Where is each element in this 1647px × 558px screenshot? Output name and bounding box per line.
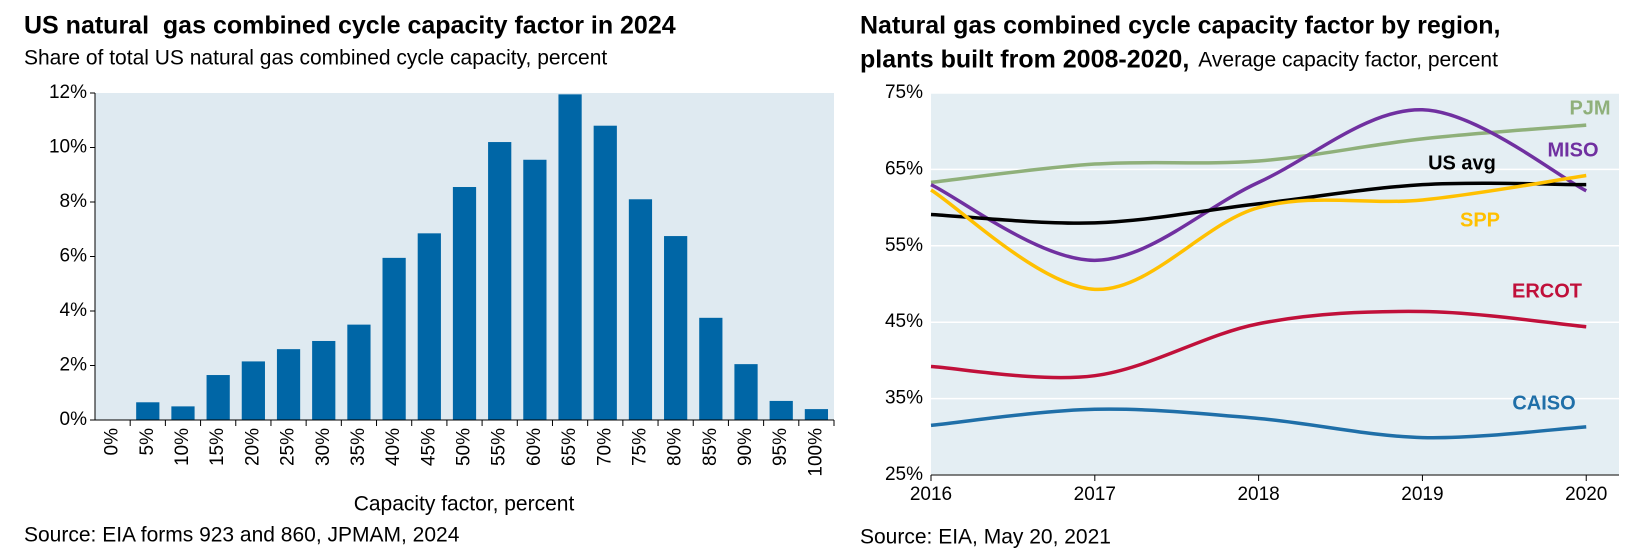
y-tick-label: 75% bbox=[885, 82, 923, 103]
bar bbox=[488, 142, 512, 421]
series-label: ERCOT bbox=[1512, 280, 1582, 302]
bar bbox=[558, 94, 582, 421]
x-tick-label: 55% bbox=[489, 428, 510, 466]
series-label: PJM bbox=[1569, 97, 1610, 119]
y-tick-label: 65% bbox=[885, 158, 923, 179]
line bbox=[930, 108, 1588, 263]
x-tick-label: 2019 bbox=[1401, 484, 1443, 505]
x-tick-label: 65% bbox=[559, 428, 580, 466]
chart-title: Natural gas combined cycle capacity fact… bbox=[860, 12, 1501, 40]
x-tick-label: 75% bbox=[629, 428, 650, 466]
x-tick-label: 2017 bbox=[1074, 484, 1116, 505]
x-tick-label: 50% bbox=[454, 428, 475, 466]
source: Source: EIA, May 20, 2021 bbox=[860, 526, 1111, 549]
bar bbox=[417, 233, 441, 420]
x-tick-label: 0% bbox=[102, 428, 123, 456]
y-tick-label: 45% bbox=[885, 311, 923, 332]
x-tick-label: 85% bbox=[700, 428, 721, 466]
x-tick-label: 20% bbox=[242, 428, 263, 466]
x-tick-label: 25% bbox=[278, 428, 299, 466]
bar bbox=[206, 375, 230, 420]
bar bbox=[276, 349, 301, 420]
y-tick-label: 25% bbox=[885, 464, 923, 485]
bar bbox=[628, 199, 653, 420]
x-tick-label: 2018 bbox=[1237, 484, 1279, 505]
x-tick-label: 60% bbox=[524, 428, 545, 466]
line bbox=[930, 309, 1587, 380]
line bbox=[930, 173, 1587, 292]
bar bbox=[347, 324, 371, 420]
bar bbox=[804, 409, 829, 420]
y-tick-label: 8% bbox=[60, 191, 88, 212]
x-tick-label: 15% bbox=[207, 428, 228, 466]
bar bbox=[312, 340, 336, 420]
series-label: MISO bbox=[1547, 139, 1598, 161]
bar bbox=[523, 159, 547, 420]
bar bbox=[593, 125, 617, 420]
source: Source: EIA forms 923 and 860, JPMAM, 20… bbox=[24, 524, 460, 547]
x-tick-label: 2016 bbox=[910, 484, 952, 505]
series-label: US avg bbox=[1428, 152, 1496, 174]
x-tick-label: 95% bbox=[770, 428, 791, 466]
x-tick-label: 35% bbox=[348, 428, 369, 466]
chart-title: plants built from 2008-2020, bbox=[860, 46, 1189, 74]
bar bbox=[452, 187, 477, 420]
x-tick-label: 5% bbox=[137, 428, 158, 456]
line bbox=[930, 181, 1587, 225]
x-tick-label: 30% bbox=[313, 428, 334, 466]
bar bbox=[382, 257, 406, 420]
bar bbox=[734, 364, 758, 420]
line bbox=[930, 407, 1587, 440]
x-tick-label: 45% bbox=[418, 428, 439, 466]
x-tick-label: 80% bbox=[665, 428, 686, 466]
chart-subtitle: Share of total US natural gas combined c… bbox=[24, 47, 607, 70]
x-tick-label: 40% bbox=[383, 428, 404, 466]
y-tick-label: 35% bbox=[885, 388, 923, 409]
y-tick-label: 12% bbox=[49, 82, 87, 103]
y-tick-label: 6% bbox=[60, 246, 88, 267]
y-tick-label: 4% bbox=[60, 300, 88, 321]
series-label: SPP bbox=[1460, 209, 1500, 231]
bar bbox=[241, 361, 265, 420]
bar bbox=[769, 400, 793, 420]
chart-title: US natural gas combined cycle capacity f… bbox=[24, 12, 676, 40]
y-tick-label: 10% bbox=[49, 137, 87, 158]
x-tick-label: 10% bbox=[172, 428, 193, 466]
bar bbox=[699, 317, 723, 420]
y-tick-label: 55% bbox=[885, 235, 923, 256]
x-tick-label: 2020 bbox=[1565, 484, 1607, 505]
line bbox=[930, 123, 1587, 185]
y-tick-label: 0% bbox=[60, 409, 88, 430]
x-tick-label: 100% bbox=[805, 428, 826, 477]
x-tick-label: 90% bbox=[735, 428, 756, 466]
x-axis-label: Capacity factor, percent bbox=[354, 493, 575, 516]
y-tick-label: 2% bbox=[60, 355, 88, 376]
x-tick-label: 70% bbox=[594, 428, 615, 466]
chart-subtitle: Average capacity factor, percent bbox=[1198, 49, 1498, 72]
bar bbox=[136, 402, 160, 420]
series-label: CAISO bbox=[1512, 392, 1575, 414]
bar bbox=[664, 236, 688, 420]
bar bbox=[171, 406, 195, 420]
